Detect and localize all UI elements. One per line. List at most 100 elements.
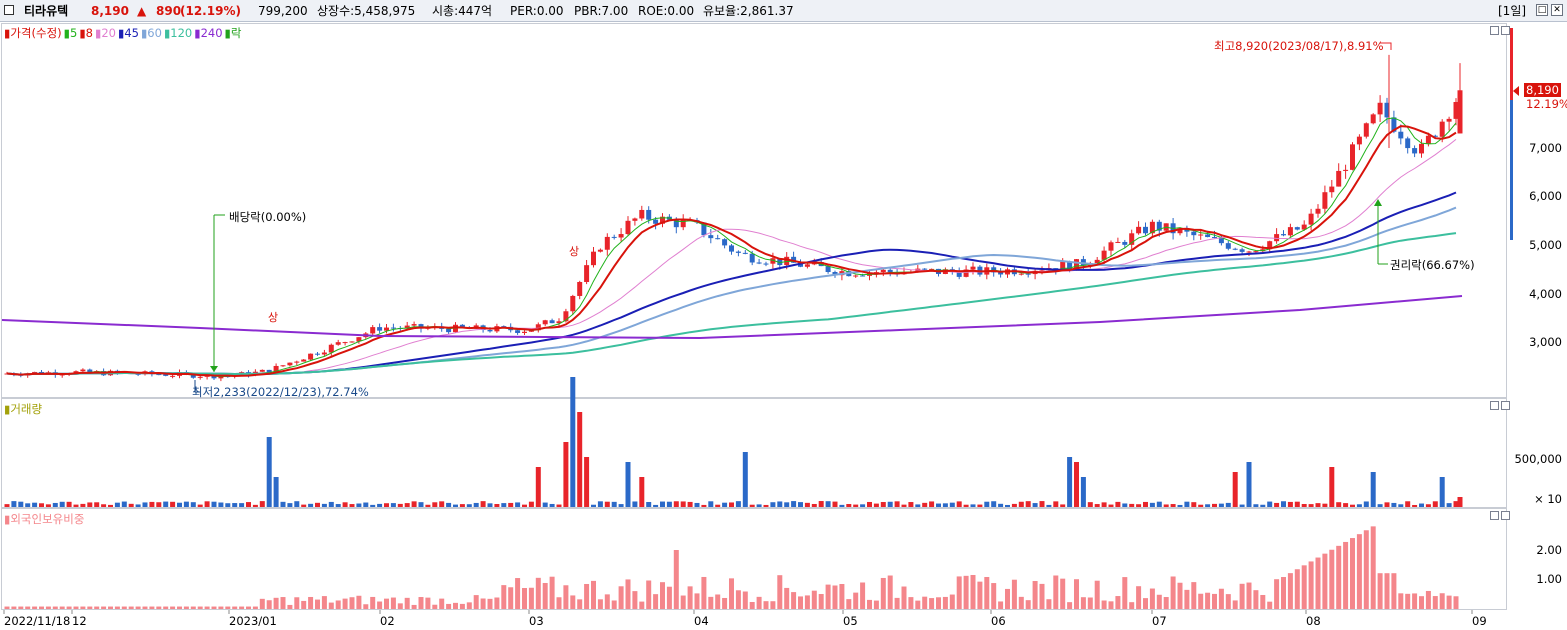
foreign-bar (52, 606, 58, 609)
foreign-y-tick: 1.00 (1536, 572, 1562, 586)
foreign-bar (1336, 545, 1342, 609)
foreign-bar (1129, 602, 1135, 609)
candle-body (611, 236, 617, 238)
candle-body (832, 271, 838, 276)
legend-item-label[interactable]: 락 (230, 26, 242, 40)
foreign-bar (942, 596, 948, 609)
volume-bar (839, 504, 845, 507)
volume-bar (825, 501, 831, 507)
market-cap: 시총:447억 (432, 4, 493, 18)
current-price: 8,190 (91, 4, 129, 18)
candle-body (1398, 131, 1404, 139)
volume-bar (1053, 501, 1059, 507)
volume-bar (528, 501, 534, 507)
foreign-bar (101, 606, 107, 609)
foreign-bar (335, 600, 341, 609)
roe-value: ROE:0.00 (638, 4, 695, 18)
volume-bar (929, 501, 935, 507)
volume-bar (73, 504, 79, 507)
volume-bar (742, 452, 748, 507)
volume-bar (756, 504, 762, 507)
volume-bar (770, 502, 776, 507)
rights-arrow (1374, 199, 1382, 206)
legend-item-label[interactable]: 8 (85, 26, 93, 40)
pane-minimize-icon[interactable] (1490, 401, 1499, 410)
price-change: 890 (156, 4, 182, 18)
foreign-bar (991, 583, 997, 609)
candle-body (1308, 213, 1314, 225)
x-tick-label: 12 (72, 614, 87, 628)
volume-bar (1453, 501, 1459, 507)
legend-item-label[interactable]: 120 (170, 26, 193, 40)
foreign-bar (390, 597, 396, 609)
foreign-bar (466, 602, 472, 609)
candle-body (1108, 242, 1114, 251)
candle-body (591, 251, 596, 266)
volume-bar (466, 504, 472, 507)
pane-close-icon[interactable] (1501, 26, 1510, 35)
volume-bar (11, 501, 17, 507)
volume-bar (977, 504, 983, 507)
listed-shares: 상장수:5,458,975 (317, 4, 416, 18)
volume-bar (777, 501, 783, 507)
foreign-bar (80, 606, 86, 609)
volume-bar (273, 477, 279, 507)
stock-name[interactable]: 티라유텍 (24, 4, 69, 18)
legend-marker: ▮ (140, 26, 148, 40)
foreign-bar (473, 595, 479, 609)
foreign-bar (1232, 600, 1238, 609)
legend-item-label[interactable]: 60 (147, 26, 162, 40)
foreign-bar (446, 603, 452, 609)
volume-bar (1267, 501, 1273, 507)
foreign-bar (873, 600, 879, 609)
legend-item-label[interactable]: 가격(수정) (10, 26, 62, 40)
foreign-bar (1446, 595, 1452, 609)
close-icon[interactable]: ✕ (1551, 4, 1563, 16)
foreign-bar (142, 606, 148, 609)
volume-bar (549, 503, 555, 507)
legend-item-label[interactable]: 5 (69, 26, 78, 40)
candle-body (1218, 237, 1224, 244)
select-checkbox[interactable] (4, 5, 14, 15)
legend-item-label[interactable]: 20 (101, 26, 116, 40)
candle-body (390, 327, 396, 329)
volume-bar (708, 501, 714, 507)
volume-bar (80, 503, 86, 507)
candle-body (1191, 231, 1197, 236)
candle-body (80, 369, 86, 372)
volume-bar (811, 503, 817, 507)
maximize-icon[interactable]: □ (1536, 4, 1548, 16)
volume-bar (673, 501, 679, 507)
volume-bar (715, 504, 721, 507)
pane-close-icon[interactable] (1501, 401, 1510, 410)
foreign-bar (791, 592, 797, 609)
candle-body (356, 337, 362, 342)
volume-bar (1370, 472, 1376, 507)
volume-bar (1074, 462, 1079, 507)
foreign-bar (742, 591, 748, 609)
foreign-bar (1191, 582, 1197, 609)
volume-bar (1405, 501, 1411, 507)
foreign-bar (1322, 553, 1328, 609)
foreign-ownership-pane[interactable] (1, 508, 1507, 610)
legend-item-label[interactable]: 45 (124, 26, 139, 40)
volume-bar (315, 502, 320, 507)
legend-item-label[interactable]: 240 (200, 26, 223, 40)
volume-bar (342, 502, 348, 507)
high-pointer (1380, 42, 1392, 50)
volume-bar (335, 504, 341, 507)
foreign-bar (618, 586, 624, 609)
candle-body (1329, 186, 1335, 193)
period-selector[interactable]: [1일] (1498, 4, 1527, 18)
volume-bar (963, 504, 969, 507)
foreign-bar (556, 597, 562, 609)
pane-close-icon[interactable] (1501, 511, 1510, 520)
volume-bar (397, 503, 403, 507)
candle-body (487, 330, 493, 332)
volume-bar (1011, 503, 1017, 507)
candle-body (1453, 102, 1459, 119)
pane-minimize-icon[interactable] (1490, 511, 1499, 520)
candle-body (280, 365, 286, 367)
pane-minimize-icon[interactable] (1490, 26, 1499, 35)
